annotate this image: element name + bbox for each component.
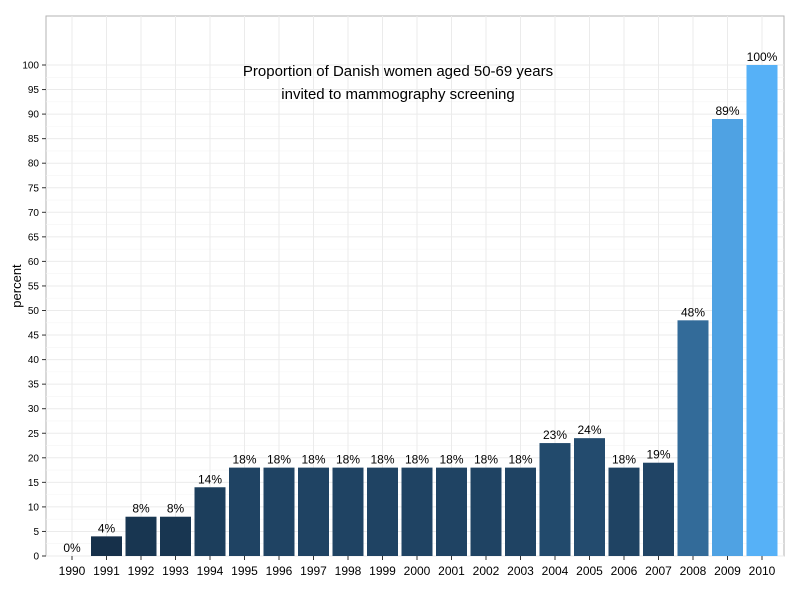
x-tick-label: 2007 bbox=[645, 564, 672, 578]
bar-2010 bbox=[746, 65, 778, 556]
data-label-2004: 23% bbox=[543, 428, 567, 442]
chart-title-line-2: invited to mammography screening bbox=[281, 86, 514, 103]
x-tick-label: 1992 bbox=[128, 564, 155, 578]
y-tick-label: 20 bbox=[28, 453, 40, 464]
y-tick-label: 35 bbox=[28, 380, 40, 391]
data-label-2000: 18% bbox=[405, 453, 429, 467]
x-tick-label: 1997 bbox=[300, 564, 327, 578]
bar-2000 bbox=[401, 467, 433, 556]
bar-1993 bbox=[160, 516, 191, 556]
bar-2005 bbox=[574, 438, 605, 556]
x-tick-label: 1990 bbox=[59, 564, 86, 578]
x-tick-label: 2009 bbox=[714, 564, 741, 578]
y-tick-label: 25 bbox=[28, 429, 40, 440]
y-tick-label: 90 bbox=[28, 110, 40, 121]
data-label-1991: 4% bbox=[98, 521, 116, 535]
y-tick-label: 80 bbox=[28, 159, 40, 170]
x-tick-label: 1994 bbox=[197, 564, 224, 578]
bar-1996 bbox=[263, 467, 295, 556]
data-label-2006: 18% bbox=[612, 453, 636, 467]
y-tick-label: 10 bbox=[28, 502, 40, 513]
y-tick-label: 30 bbox=[28, 404, 40, 415]
bar-2003 bbox=[505, 467, 536, 556]
bar-2001 bbox=[436, 467, 467, 556]
data-label-1999: 18% bbox=[370, 453, 394, 467]
bar-2006 bbox=[608, 467, 640, 556]
y-tick-label: 45 bbox=[28, 331, 40, 342]
bar-1995 bbox=[229, 467, 260, 556]
data-label-2003: 18% bbox=[508, 453, 532, 467]
data-labels-group: 0% 4% 8% 8% 14% 18% 18% 18% 18% 18% 18% 18% 18% 18% 23… bbox=[63, 50, 777, 555]
x-tick-label: 1995 bbox=[231, 564, 258, 578]
data-label-2001: 18% bbox=[439, 453, 463, 467]
y-tick-label: 55 bbox=[28, 281, 40, 292]
bar-2009 bbox=[712, 119, 743, 556]
y-tick-label: 5 bbox=[33, 527, 39, 538]
data-label-2010: 100% bbox=[747, 50, 778, 64]
x-tick-label: 2003 bbox=[507, 564, 534, 578]
bar-1997 bbox=[298, 467, 329, 556]
x-tick-label: 2006 bbox=[611, 564, 638, 578]
data-label-1997: 18% bbox=[301, 453, 325, 467]
y-tick-label: 85 bbox=[28, 134, 40, 145]
data-label-1993: 8% bbox=[167, 502, 185, 516]
x-tick-label: 1996 bbox=[266, 564, 293, 578]
x-tick-label: 2010 bbox=[749, 564, 776, 578]
data-label-2007: 19% bbox=[646, 448, 670, 462]
x-tick-label: 2008 bbox=[680, 564, 707, 578]
x-tick-label: 1993 bbox=[162, 564, 189, 578]
bar-1998 bbox=[332, 467, 364, 556]
y-tick-label: 15 bbox=[28, 478, 40, 489]
data-label-1994: 14% bbox=[198, 472, 222, 486]
data-label-1998: 18% bbox=[336, 453, 360, 467]
data-label-2008: 48% bbox=[681, 305, 705, 319]
bar-1991 bbox=[91, 536, 122, 556]
y-tick-label: 50 bbox=[28, 306, 40, 317]
y-tick-label: 40 bbox=[28, 355, 40, 366]
x-tick-label: 2004 bbox=[542, 564, 569, 578]
bar-2007 bbox=[643, 462, 674, 556]
bar-2004 bbox=[539, 443, 571, 556]
bar-2008 bbox=[677, 320, 709, 556]
x-tick-label: 2001 bbox=[438, 564, 465, 578]
chart-title-line-1: Proportion of Danish women aged 50-69 ye… bbox=[243, 63, 553, 80]
y-tick-label: 0 bbox=[33, 552, 39, 563]
data-label-2005: 24% bbox=[577, 423, 601, 437]
y-tick-label: 70 bbox=[28, 208, 40, 219]
data-label-1996: 18% bbox=[267, 453, 291, 467]
y-tick-label: 60 bbox=[28, 257, 40, 268]
y-tick-label: 95 bbox=[28, 85, 40, 96]
y-tick-label: 100 bbox=[22, 61, 39, 72]
bar-1999 bbox=[367, 467, 398, 556]
x-tick-label: 1998 bbox=[335, 564, 362, 578]
bar-2002 bbox=[470, 467, 502, 556]
bar-1994 bbox=[194, 487, 226, 556]
y-tick-label: 65 bbox=[28, 232, 40, 243]
x-tick-label: 2002 bbox=[473, 564, 500, 578]
y-tick-label: 75 bbox=[28, 183, 40, 194]
data-label-1995: 18% bbox=[232, 453, 256, 467]
y-axis: 0 5 10 15 20 25 30 35 40 45 50 55 60 65 70 75 80 85 90 95 10… bbox=[22, 61, 46, 563]
x-tick-label: 2005 bbox=[576, 564, 603, 578]
y-axis-title: percent bbox=[9, 264, 24, 308]
x-axis: 1990 1991 1992 1993 1994 1995 1996 1997 1998 1999… bbox=[59, 556, 776, 578]
x-tick-label: 1999 bbox=[369, 564, 396, 578]
bar-1992 bbox=[125, 516, 157, 556]
x-tick-label: 2000 bbox=[404, 564, 431, 578]
data-label-1992: 8% bbox=[132, 502, 150, 516]
data-label-2002: 18% bbox=[474, 453, 498, 467]
bars-group bbox=[91, 65, 778, 556]
data-label-1990: 0% bbox=[63, 541, 81, 555]
x-tick-label: 1991 bbox=[93, 564, 120, 578]
data-label-2009: 89% bbox=[715, 104, 739, 118]
